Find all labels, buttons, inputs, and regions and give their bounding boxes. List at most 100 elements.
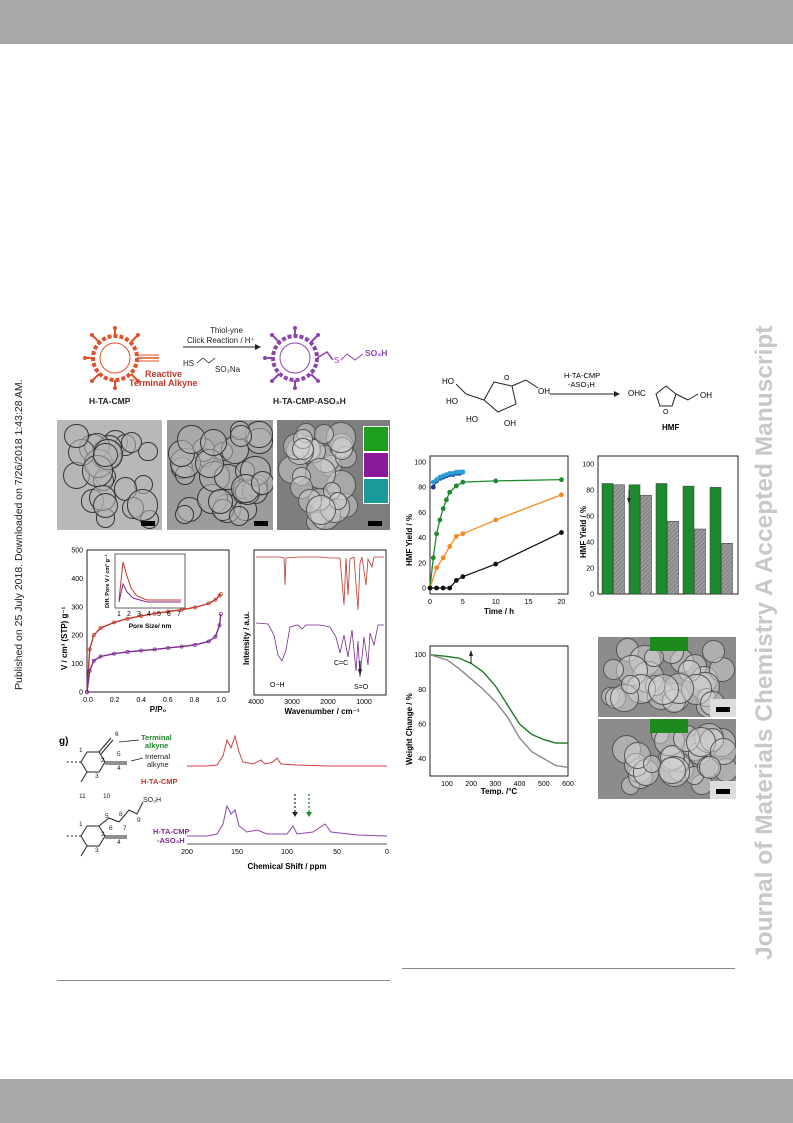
isotherm-xtick: 1.0	[216, 697, 226, 704]
svg-text:OH: OH	[538, 387, 550, 396]
isotherm-xtick: 0.6	[163, 697, 173, 704]
svg-text:Journal of Materials Chemistry: Journal of Materials Chemistry A Accepte…	[751, 326, 778, 960]
atom-number: 3	[95, 773, 99, 780]
svg-text:HO: HO	[446, 397, 458, 406]
svg-text:O: O	[663, 409, 669, 416]
scale-bar	[254, 521, 268, 526]
isotherm-ytick: 0	[79, 690, 83, 697]
ftir-chart: O−H C=C S=O 4000 3000 2000 1000 Intensity /…	[242, 549, 387, 715]
isotherm-point	[152, 647, 157, 652]
kinetics-point	[430, 484, 436, 490]
plot-frame	[86, 549, 230, 693]
particle	[93, 492, 118, 518]
kinetics-point	[457, 469, 462, 475]
arrow-down-icon	[358, 669, 362, 676]
pore-size-series-0	[118, 561, 181, 601]
svg-text:H-TA-CMP: H-TA-CMP	[564, 371, 600, 380]
bar-cycle-5-fresh	[709, 487, 722, 595]
svg-text:Terminal: Terminal	[141, 733, 172, 742]
svg-text:C=C: C=C	[334, 660, 348, 667]
right-material-name: H-TA-CMP-ASO₃H	[273, 396, 346, 406]
kinetics-point	[493, 517, 499, 523]
isotherm-xtick: 0.0	[83, 697, 93, 704]
pore-size-inset	[114, 553, 186, 609]
kinetics-point	[559, 492, 564, 498]
svg-text:Internal: Internal	[145, 752, 170, 761]
cmp-sphere-left	[83, 326, 159, 390]
particle	[698, 756, 722, 779]
isotherm-point	[166, 609, 171, 614]
svg-text:OH: OH	[700, 391, 712, 400]
tga-ytick: 80	[418, 687, 426, 694]
tga-xtick: 600	[562, 781, 574, 788]
recycle-ytick: 60	[586, 514, 594, 521]
svg-text:Diff. Pore V / cm³ g⁻¹: Diff. Pore V / cm³ g⁻¹	[104, 554, 111, 608]
scale-bar	[141, 521, 155, 526]
fructose-structure	[455, 379, 539, 413]
scale-bar	[368, 521, 382, 526]
particle	[138, 442, 158, 462]
atom-number: 2	[101, 831, 105, 838]
scale-bar	[716, 789, 730, 794]
isotherm-point	[206, 601, 211, 606]
isotherm-point	[218, 611, 223, 616]
inset-xtick: 2	[127, 611, 131, 618]
terminal-alkyne-label: Terminal Alkyne	[129, 378, 198, 388]
nmr-xtick: 0	[385, 849, 389, 856]
recycle-ytick: 20	[586, 566, 594, 573]
ftir-xtick: 4000	[248, 699, 264, 706]
ftir-xtick: 1000	[356, 699, 372, 706]
bar-cycle-2-reused	[640, 494, 652, 595]
svg-text:HO: HO	[442, 377, 454, 386]
click-reaction-scheme: Reactive Terminal Alkyne H-TA-CMP Thiol-…	[83, 326, 387, 406]
tga-xtick: 300	[490, 781, 502, 788]
scale-bar	[716, 707, 730, 712]
hmf-structure	[655, 385, 699, 407]
structure-h-ta-cmp-aso3h	[67, 801, 144, 857]
particle	[702, 640, 725, 663]
atom-number: 8	[119, 811, 123, 818]
kinetics-point	[559, 530, 564, 535]
inset-xtick: 5	[157, 611, 161, 618]
product-label: HMF	[662, 423, 679, 432]
kinetics-point	[430, 479, 436, 485]
svg-text:SO₃Na: SO₃Na	[215, 365, 241, 374]
kinetics-ytick: 20	[418, 560, 426, 567]
footer-band	[0, 1079, 793, 1123]
atom-number: 4	[117, 765, 121, 772]
inset-xtick: 4	[147, 611, 151, 618]
bar-cycle-1-reused	[613, 484, 625, 595]
particle	[199, 428, 228, 456]
reactive-label: Reactive	[145, 369, 182, 379]
inset-xtick: 6	[167, 611, 171, 618]
isotherm-point	[87, 647, 92, 652]
svg-text:Pore Size/ nm: Pore Size/ nm	[129, 623, 172, 630]
isotherm-point	[125, 616, 130, 621]
isotherm-point	[139, 648, 144, 653]
ftir-xtick: 3000	[284, 699, 300, 706]
isotherm-point	[98, 626, 103, 631]
header-band	[0, 0, 793, 44]
particle	[306, 494, 337, 525]
isotherm-series-0	[86, 593, 222, 693]
kinetics-point	[434, 565, 439, 571]
atom-number: 1	[79, 821, 83, 828]
tem-image-2	[167, 420, 273, 530]
column-rule-right	[402, 968, 735, 969]
pore-size-series-1	[118, 582, 181, 603]
svg-text:HO: HO	[466, 415, 478, 424]
kinetics-point	[430, 555, 436, 561]
kinetics-ytick: 40	[418, 535, 426, 542]
kinetics-point	[444, 497, 449, 503]
particle	[93, 443, 118, 468]
kinetics-xtick: 20	[558, 599, 566, 606]
kinetics-point	[427, 585, 433, 591]
isotherm-xtick: 0.8	[190, 697, 200, 704]
kinetics-xtick: 5	[461, 599, 465, 606]
arrow-down-icon	[627, 498, 631, 504]
atom-number: 3	[95, 847, 99, 854]
nmr-xtick: 150	[231, 849, 243, 856]
arrow-down-icon	[292, 812, 298, 817]
isotherm-point	[139, 613, 144, 618]
